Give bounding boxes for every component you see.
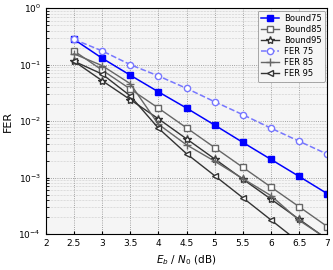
FER 95 <box>184 152 188 155</box>
FER 75 <box>157 74 161 77</box>
Bound75 <box>100 56 104 60</box>
FER 85 <box>100 64 104 67</box>
Bound75 <box>184 106 188 110</box>
FER 95 <box>100 72 104 76</box>
Bound75 <box>157 90 161 93</box>
FER 95 <box>325 264 329 267</box>
Line: Bound75: Bound75 <box>71 36 330 197</box>
Line: Bound95: Bound95 <box>70 57 331 243</box>
Bound85 <box>269 185 273 189</box>
Bound75 <box>213 123 217 127</box>
FER 75 <box>241 113 245 116</box>
FER 75 <box>269 127 273 130</box>
Bound85 <box>325 225 329 228</box>
X-axis label: $E_b$ / $N_0$ (dB): $E_b$ / $N_0$ (dB) <box>156 254 217 267</box>
FER 85 <box>157 123 161 126</box>
Bound95 <box>157 117 161 120</box>
FER 85 <box>297 219 301 222</box>
Bound95 <box>241 177 245 181</box>
Bound85 <box>72 49 76 52</box>
Bound85 <box>184 126 188 129</box>
Bound75 <box>269 158 273 161</box>
Line: FER 75: FER 75 <box>71 36 330 157</box>
FER 95 <box>157 127 161 130</box>
FER 95 <box>213 174 217 177</box>
Bound95 <box>72 60 76 63</box>
FER 95 <box>269 218 273 222</box>
Bound95 <box>269 197 273 201</box>
FER 85 <box>128 82 132 85</box>
FER 85 <box>241 177 245 180</box>
Bound85 <box>241 166 245 169</box>
FER 75 <box>297 140 301 143</box>
FER 85 <box>325 237 329 241</box>
FER 85 <box>184 143 188 146</box>
Legend: Bound75, Bound85, Bound95, FER 75, FER 85, FER 95: Bound75, Bound85, Bound95, FER 75, FER 8… <box>258 11 325 82</box>
Bound85 <box>213 146 217 149</box>
FER 75 <box>184 87 188 90</box>
Bound85 <box>297 205 301 208</box>
Line: Bound85: Bound85 <box>71 48 330 230</box>
Bound75 <box>241 141 245 144</box>
Bound75 <box>128 73 132 77</box>
FER 95 <box>72 60 76 63</box>
FER 85 <box>213 160 217 163</box>
FER 75 <box>128 63 132 66</box>
Bound95 <box>128 98 132 101</box>
Bound95 <box>184 137 188 140</box>
Bound75 <box>72 38 76 41</box>
FER 95 <box>128 94 132 97</box>
Bound75 <box>325 192 329 195</box>
Bound85 <box>157 106 161 110</box>
Bound95 <box>325 238 329 241</box>
Bound85 <box>100 69 104 72</box>
FER 95 <box>297 241 301 244</box>
Line: FER 95: FER 95 <box>71 58 330 268</box>
FER 75 <box>213 100 217 103</box>
Line: FER 85: FER 85 <box>70 50 331 243</box>
FER 75 <box>100 49 104 52</box>
Bound75 <box>297 175 301 178</box>
Bound95 <box>100 79 104 82</box>
FER 75 <box>72 38 76 41</box>
Y-axis label: FER: FER <box>3 110 13 132</box>
FER 75 <box>325 153 329 156</box>
FER 85 <box>72 52 76 55</box>
Bound95 <box>213 157 217 161</box>
FER 85 <box>269 194 273 197</box>
Bound85 <box>128 87 132 91</box>
Bound95 <box>297 218 301 221</box>
FER 95 <box>241 196 245 199</box>
